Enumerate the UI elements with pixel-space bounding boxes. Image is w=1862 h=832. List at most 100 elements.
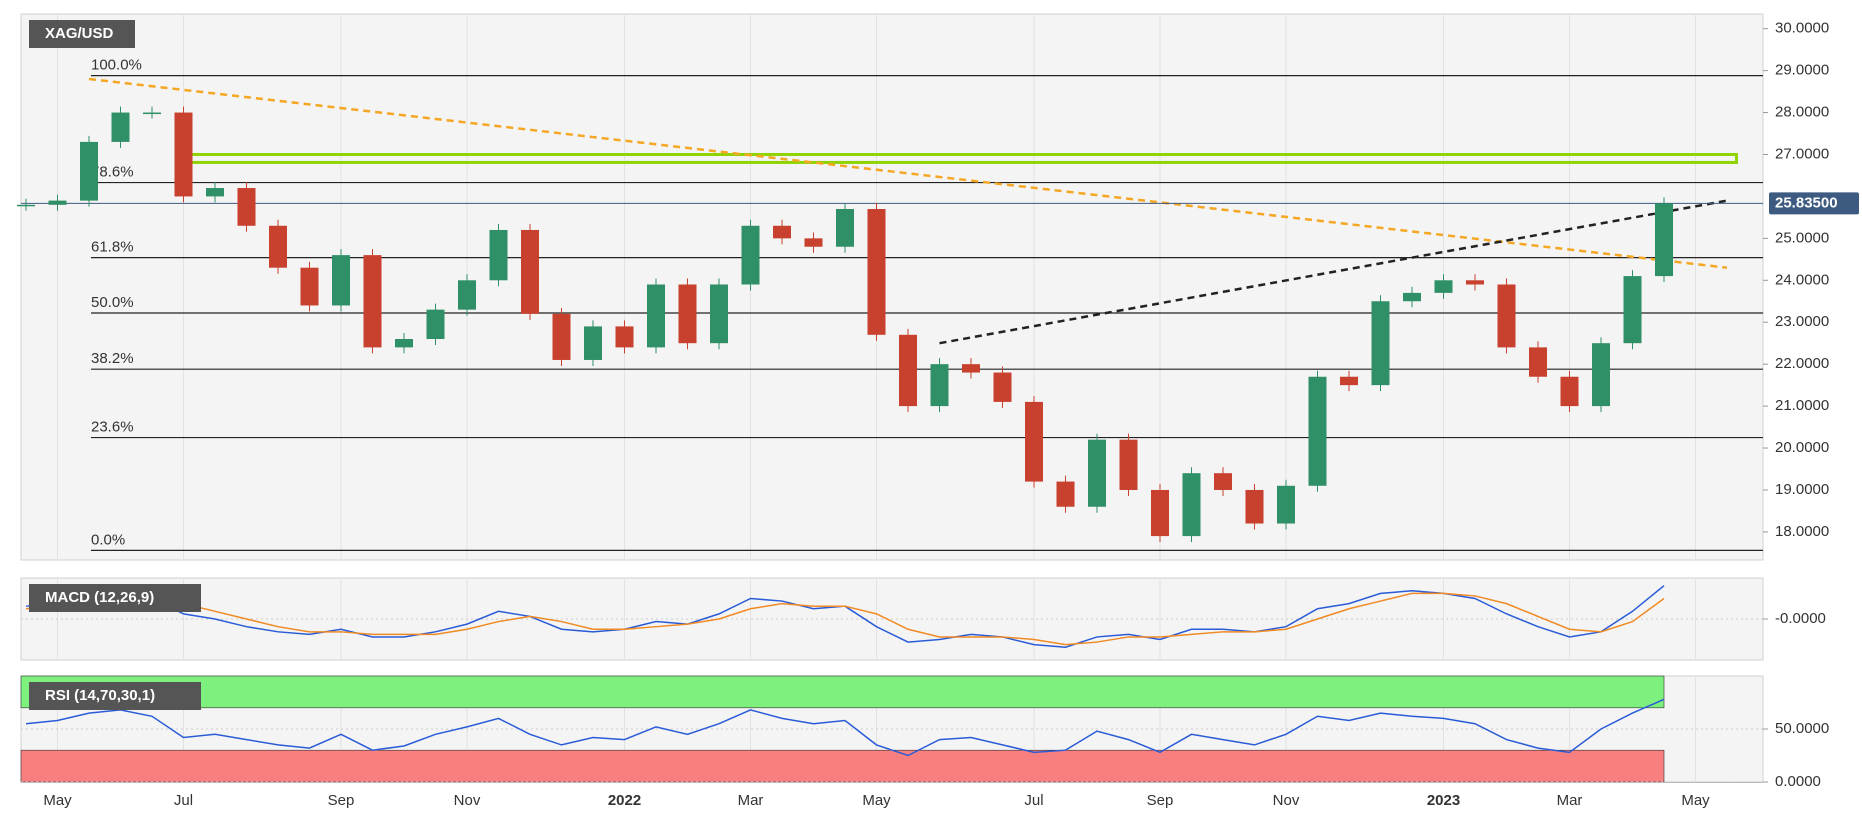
candle bbox=[1308, 376, 1327, 486]
y-tick-label: 23.0000 bbox=[1775, 313, 1829, 330]
fib-label: 0.0% bbox=[91, 531, 125, 548]
candle bbox=[1466, 280, 1484, 285]
candle bbox=[174, 112, 193, 197]
candle bbox=[615, 326, 634, 348]
fib-label: 23.6% bbox=[91, 419, 134, 436]
x-tick-label: Sep bbox=[328, 792, 355, 809]
candle bbox=[1088, 439, 1106, 507]
candle bbox=[710, 284, 728, 344]
candle bbox=[1056, 481, 1075, 507]
y-tick-label: 21.0000 bbox=[1775, 397, 1829, 414]
rsi-zone bbox=[20, 675, 1665, 709]
y-tick-label: 29.0000 bbox=[1775, 62, 1829, 79]
y-tick-label: -0.0000 bbox=[1775, 610, 1826, 627]
x-tick-label: 2023 bbox=[1427, 792, 1460, 809]
fib-label: 50.0% bbox=[91, 294, 134, 311]
y-tick-label: 50.0000 bbox=[1775, 720, 1829, 737]
candle bbox=[458, 280, 476, 310]
x-tick-label: Jul bbox=[174, 792, 193, 809]
y-tick-label: 25.0000 bbox=[1775, 229, 1829, 246]
candle bbox=[1182, 473, 1201, 537]
candle bbox=[300, 267, 319, 306]
candle bbox=[80, 141, 98, 201]
y-tick-label: 28.0000 bbox=[1775, 104, 1829, 121]
indicator-line bbox=[25, 592, 1665, 646]
x-tick-label: 2022 bbox=[608, 792, 641, 809]
y-tick-label: 24.0000 bbox=[1775, 271, 1829, 288]
x-tick-label: Jul bbox=[1024, 792, 1043, 809]
x-tick-label: Nov bbox=[454, 792, 481, 809]
candle bbox=[1245, 489, 1264, 524]
candle bbox=[1340, 376, 1358, 386]
x-tick-label: May bbox=[43, 792, 72, 809]
x-tick-label: Sep bbox=[1147, 792, 1174, 809]
candle bbox=[1371, 301, 1390, 386]
candle bbox=[1214, 473, 1232, 490]
candle bbox=[17, 204, 35, 207]
candle bbox=[111, 112, 130, 142]
candle bbox=[1151, 489, 1169, 537]
panel-title-box bbox=[29, 584, 201, 612]
x-tick-label: May bbox=[862, 792, 891, 809]
panel-title: MACD (12,26,9) bbox=[45, 589, 154, 606]
y-tick-label: 30.0000 bbox=[1775, 20, 1829, 37]
candle bbox=[1497, 284, 1516, 348]
trendline bbox=[88, 77, 1728, 269]
candle bbox=[867, 209, 886, 335]
x-tick-label: May bbox=[1681, 792, 1710, 809]
candle bbox=[1025, 401, 1043, 482]
panel-title-box bbox=[29, 682, 201, 710]
y-tick-label: 19.0000 bbox=[1775, 481, 1829, 498]
y-tick-label: 27.0000 bbox=[1775, 145, 1829, 162]
panel-title: RSI (14,70,30,1) bbox=[45, 687, 155, 704]
candle bbox=[1623, 276, 1642, 344]
indicator-line bbox=[25, 698, 1665, 757]
x-tick-label: Mar bbox=[1557, 792, 1583, 809]
fib-label: 100.0% bbox=[91, 57, 142, 74]
candle bbox=[1655, 203, 1673, 277]
panel-title-box bbox=[29, 20, 135, 48]
candle bbox=[1277, 485, 1295, 524]
panel-title: XAG/USD bbox=[45, 25, 114, 42]
y-tick-label: 0.0000 bbox=[1775, 773, 1821, 790]
y-tick-label: 20.0000 bbox=[1775, 439, 1829, 456]
candle bbox=[1403, 292, 1421, 302]
fib-label: 38.2% bbox=[91, 350, 134, 367]
last-price-box bbox=[1769, 192, 1859, 215]
candle bbox=[206, 188, 224, 197]
candle bbox=[836, 209, 854, 247]
y-tick-label: 22.0000 bbox=[1775, 355, 1829, 372]
candle bbox=[363, 255, 382, 348]
x-tick-label: Nov bbox=[1273, 792, 1300, 809]
rsi-zone bbox=[20, 749, 1665, 783]
candle bbox=[1434, 280, 1453, 293]
candle bbox=[678, 284, 697, 344]
last-price-label: 25.83500 bbox=[1775, 194, 1838, 211]
candle bbox=[426, 309, 445, 339]
x-tick-label: Mar bbox=[738, 792, 764, 809]
candle bbox=[741, 225, 760, 285]
y-tick-label: 18.0000 bbox=[1775, 523, 1829, 540]
candle bbox=[237, 188, 256, 226]
candle bbox=[993, 372, 1012, 402]
candle bbox=[489, 229, 508, 281]
fib-label: 78.6% bbox=[91, 164, 134, 181]
candle bbox=[1592, 343, 1610, 407]
candle bbox=[1529, 347, 1547, 377]
candle bbox=[930, 364, 949, 407]
candle bbox=[552, 313, 571, 360]
candle bbox=[1119, 439, 1138, 490]
candle bbox=[143, 112, 161, 115]
candle bbox=[395, 339, 413, 348]
candle bbox=[48, 200, 67, 205]
axis-separator bbox=[21, 782, 1763, 783]
candle bbox=[521, 229, 539, 314]
candle bbox=[332, 255, 350, 306]
candle bbox=[269, 225, 287, 268]
candle bbox=[773, 225, 791, 239]
candle bbox=[804, 238, 823, 247]
fib-label: 61.8% bbox=[91, 239, 134, 256]
candle bbox=[1560, 376, 1579, 407]
candle bbox=[647, 284, 665, 348]
